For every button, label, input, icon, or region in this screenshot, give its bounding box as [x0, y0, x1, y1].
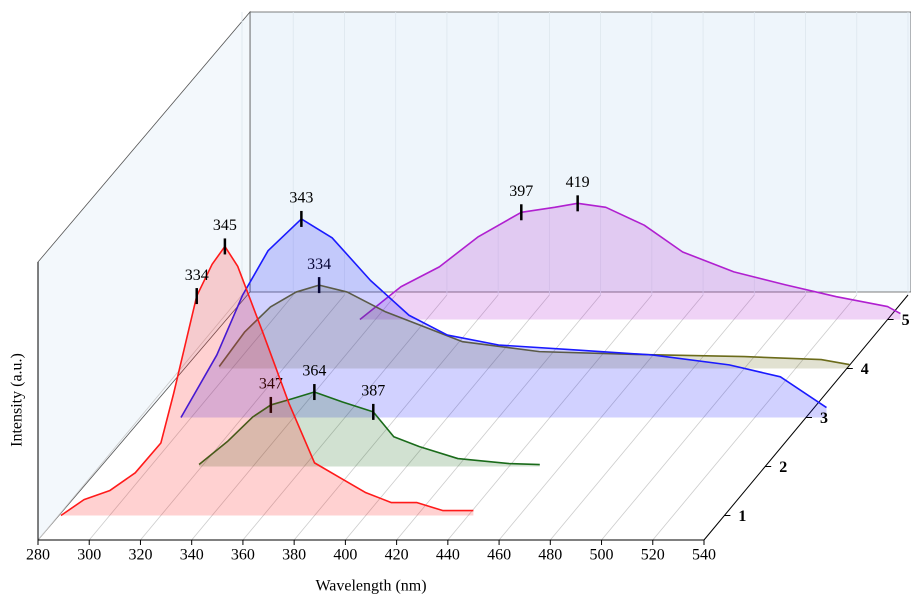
floor-grid-line — [88, 294, 294, 541]
x-tick-label: 520 — [641, 547, 665, 564]
floor-grid-line — [396, 294, 601, 541]
area — [180, 218, 827, 418]
floor-grid-line — [498, 294, 704, 541]
peak-label: 343 — [289, 190, 313, 207]
x-tick-label: 500 — [590, 547, 614, 564]
x-tick-label: 320 — [128, 547, 152, 564]
peak-label: 387 — [361, 383, 385, 400]
depth-tick-label: 4 — [861, 361, 869, 378]
peak-label: 345 — [213, 217, 237, 234]
x-axis-label: Wavelength (nm) — [315, 578, 426, 595]
floor-grid-line — [293, 294, 499, 541]
x-tick-label: 360 — [231, 547, 255, 564]
floor-grid-line — [191, 294, 396, 541]
floor-grid-line — [550, 294, 755, 541]
x-tick-label: 420 — [385, 547, 409, 564]
floor-grid-line — [447, 294, 653, 541]
depth-tick-label: 3 — [820, 410, 828, 427]
depth-tick-label: 1 — [738, 508, 746, 525]
line — [218, 284, 850, 367]
peak-label: 334 — [307, 256, 331, 273]
x-tick-label: 440 — [436, 547, 460, 564]
depth-tick-label: 2 — [779, 459, 787, 476]
x-tick-label: 540 — [692, 547, 716, 564]
x-tick-label: 400 — [333, 547, 357, 564]
floor-grid-line — [345, 294, 550, 541]
peak-label: 347 — [259, 376, 283, 393]
peak-label: 419 — [566, 174, 590, 191]
line — [359, 202, 901, 321]
area — [60, 246, 474, 516]
peak-label: 334 — [185, 267, 209, 284]
area — [199, 392, 540, 467]
area — [359, 203, 901, 320]
area — [219, 285, 850, 369]
floor-grid-line — [140, 294, 345, 541]
x-tick-label: 460 — [487, 547, 511, 564]
line — [180, 218, 827, 418]
x-tick-label: 340 — [180, 547, 204, 564]
x-tick-label: 480 — [538, 547, 562, 564]
line — [198, 391, 540, 466]
x-tick-label: 380 — [282, 547, 306, 564]
peak-label: 364 — [302, 363, 326, 380]
peak-label: 397 — [509, 183, 533, 200]
floor-grid-line — [601, 294, 806, 541]
x-tick-label: 300 — [77, 547, 101, 564]
x-tick-label: 280 — [26, 547, 50, 564]
floor-grid-line — [37, 294, 243, 541]
y-axis-label: Intensity (a.u.) — [9, 353, 26, 447]
line — [60, 245, 474, 517]
depth-tick-label: 5 — [902, 312, 910, 329]
floor-grid-line — [652, 294, 858, 541]
floor-grid-line — [242, 294, 448, 541]
